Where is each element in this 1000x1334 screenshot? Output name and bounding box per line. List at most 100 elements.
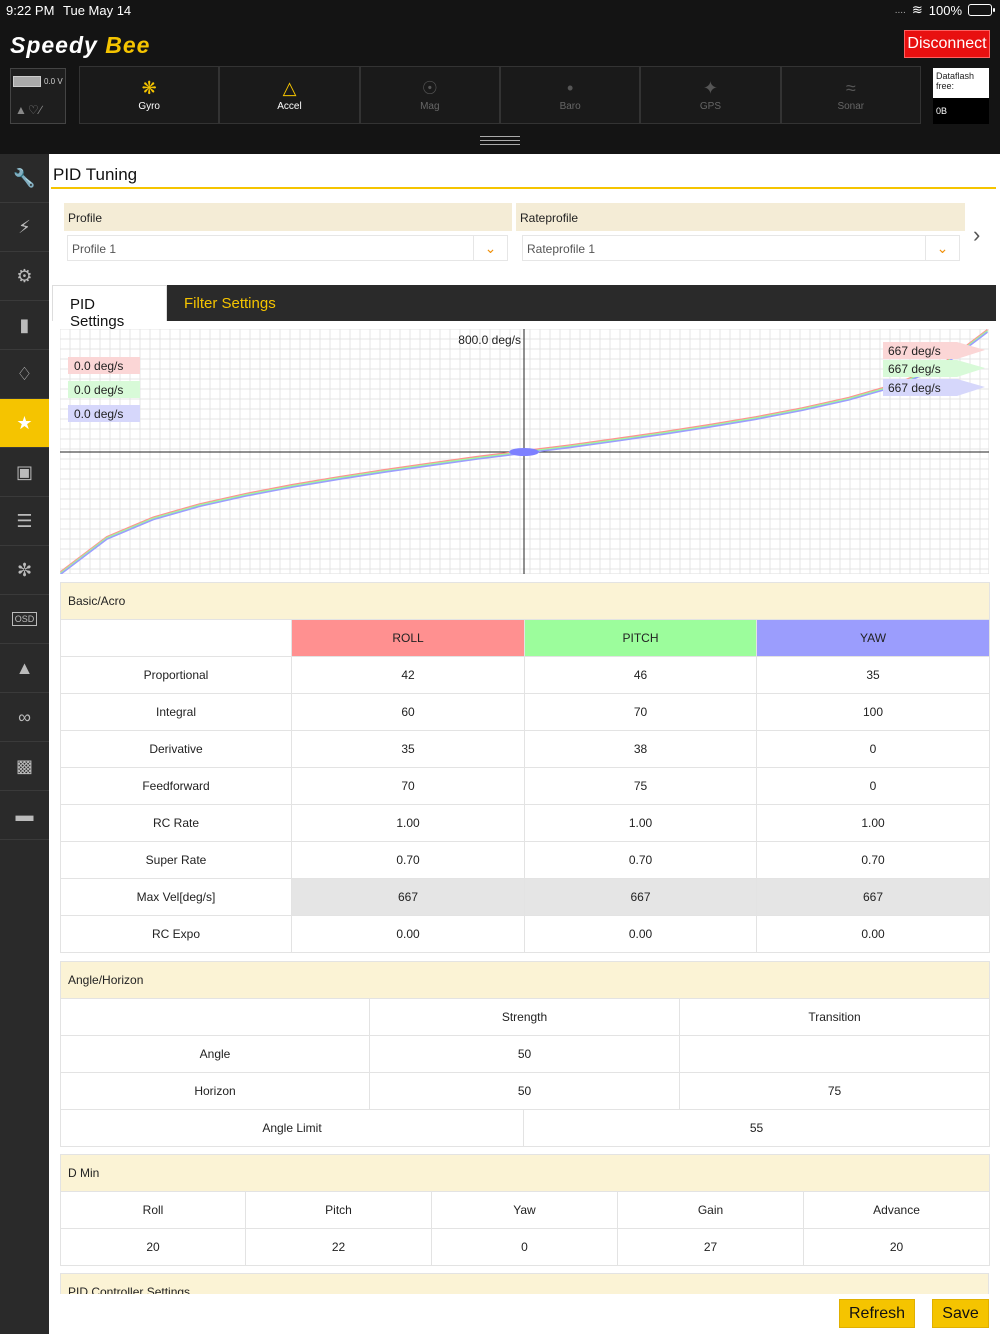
basic-acro-table: Basic/Acro ROLL PITCH YAW Proportional 4… bbox=[59, 582, 991, 953]
sidebar-item-window[interactable]: ▬ bbox=[0, 791, 49, 840]
sidebar-item-receiver[interactable]: ▣ bbox=[0, 448, 49, 497]
sidebar-item-osd[interactable]: OSD bbox=[0, 595, 49, 644]
row-label: Angle bbox=[60, 1035, 370, 1073]
action-bar: Refresh Save bbox=[49, 1294, 1000, 1334]
yaw-max-vel-value: 667 bbox=[755, 878, 991, 916]
sidebar-item-modes[interactable]: ☰ bbox=[0, 497, 49, 546]
pitch-d-input[interactable]: 38 bbox=[524, 730, 757, 768]
led-icon: ▲ bbox=[15, 657, 34, 678]
angle-limit-input[interactable]: 55 bbox=[523, 1109, 990, 1147]
d-min-pitch-input[interactable]: 22 bbox=[245, 1228, 432, 1266]
yaw-super-rate-input[interactable]: 0.70 bbox=[755, 841, 991, 879]
basic-acro-header: Basic/Acro bbox=[59, 582, 991, 620]
yaw-d-input[interactable]: 0 bbox=[755, 730, 991, 768]
roll-d-input[interactable]: 35 bbox=[291, 730, 525, 768]
rateprofile-select[interactable]: Rateprofile 1 ⌄ bbox=[522, 235, 960, 261]
mag-icon: ☉ bbox=[421, 77, 438, 98]
profile-select[interactable]: Profile 1 ⌄ bbox=[67, 235, 508, 261]
yaw-rc-expo-input[interactable]: 0.00 bbox=[755, 915, 991, 953]
battery-percent: 100% bbox=[928, 2, 962, 18]
roll-rc-expo-input[interactable]: 0.00 bbox=[291, 915, 525, 953]
voltage-value: 0.0 V bbox=[44, 77, 63, 86]
angle-horizon-header: Angle/Horizon bbox=[60, 961, 990, 999]
table-row: Horizon 50 75 bbox=[60, 1072, 990, 1110]
tab-filter-settings[interactable]: Filter Settings bbox=[184, 295, 276, 312]
table-row: RC Rate 1.00 1.00 1.00 bbox=[60, 804, 991, 842]
yaw-p-input[interactable]: 35 bbox=[755, 656, 991, 694]
page-title: PID Tuning bbox=[53, 165, 138, 184]
angle-strength-input[interactable]: 50 bbox=[369, 1035, 680, 1073]
roll-i-input[interactable]: 60 bbox=[291, 693, 525, 731]
dataflash-label: Dataflash free: bbox=[936, 71, 975, 91]
table-row: Angle Limit 55 bbox=[60, 1109, 990, 1147]
chart-top-label: 800.0 deg/s bbox=[458, 333, 521, 347]
pitch-i-input[interactable]: 70 bbox=[524, 693, 757, 731]
baro-icon: • bbox=[566, 77, 574, 98]
chevron-down-icon: ⌄ bbox=[473, 236, 507, 260]
roll-rc-rate-input[interactable]: 1.00 bbox=[291, 804, 525, 842]
yaw-i-input[interactable]: 100 bbox=[755, 693, 991, 731]
sidebar-item-blackbox[interactable]: ∞ bbox=[0, 693, 49, 742]
pitch-column-header: PITCH bbox=[524, 619, 757, 657]
save-button[interactable]: Save bbox=[932, 1299, 989, 1328]
disconnect-button[interactable]: Disconnect bbox=[904, 30, 990, 58]
roll-p-input[interactable]: 42 bbox=[291, 656, 525, 694]
yaw-rc-rate-input[interactable]: 1.00 bbox=[755, 804, 991, 842]
corner-cell bbox=[60, 998, 370, 1036]
d-min-roll-input[interactable]: 20 bbox=[60, 1228, 246, 1266]
gear-icon: ⚙ bbox=[16, 265, 33, 286]
osd-icon: OSD bbox=[11, 612, 38, 626]
pitch-rc-expo-input[interactable]: 0.00 bbox=[524, 915, 757, 953]
sidebar-item-failsafe[interactable]: ♢ bbox=[0, 350, 49, 399]
chevron-right-icon[interactable]: › bbox=[973, 222, 981, 247]
left-rate-label: 0.0 deg/s bbox=[74, 383, 123, 397]
sensor-gyro: ❋ Gyro bbox=[79, 66, 220, 124]
roll-max-vel-value: 667 bbox=[291, 878, 525, 916]
sensor-label: Sonar bbox=[837, 100, 865, 112]
row-label: RC Rate bbox=[60, 804, 292, 842]
sidebar-item-power[interactable]: ▮ bbox=[0, 301, 49, 350]
tab-pid-settings[interactable]: PID Settings bbox=[52, 285, 167, 330]
drag-handle[interactable] bbox=[480, 136, 520, 148]
roll-ff-input[interactable]: 70 bbox=[291, 767, 525, 805]
sidebar-item-motors[interactable]: ✼ bbox=[0, 546, 49, 595]
right-rate-label: 667 deg/s bbox=[888, 362, 941, 376]
table-row: Super Rate 0.70 0.70 0.70 bbox=[60, 841, 991, 879]
yaw-ff-input[interactable]: 0 bbox=[755, 767, 991, 805]
sensor-label: GPS bbox=[699, 100, 722, 112]
row-label: Proportional bbox=[60, 656, 292, 694]
profile-select-value: Profile 1 bbox=[72, 242, 117, 256]
roll-super-rate-input[interactable]: 0.70 bbox=[291, 841, 525, 879]
sidebar-item-configuration[interactable]: ⚙ bbox=[0, 252, 49, 301]
angle-transition-cell bbox=[679, 1035, 990, 1073]
sensor-label: Mag bbox=[420, 100, 440, 112]
d-min-yaw-input[interactable]: 0 bbox=[431, 1228, 618, 1266]
sensor-sonar: ≈ Sonar bbox=[780, 66, 921, 124]
table-row: 20 22 0 27 20 bbox=[60, 1228, 991, 1266]
horizon-transition-input[interactable]: 75 bbox=[679, 1072, 990, 1110]
right-rate-label-pointer bbox=[957, 342, 985, 359]
left-rate-label: 0.0 deg/s bbox=[74, 407, 123, 421]
refresh-button[interactable]: Refresh bbox=[839, 1299, 915, 1328]
right-rate-label: 667 deg/s bbox=[888, 381, 941, 395]
d-min-advance-input[interactable]: 20 bbox=[802, 1228, 991, 1266]
pitch-super-rate-input[interactable]: 0.70 bbox=[524, 841, 757, 879]
pitch-rc-rate-input[interactable]: 1.00 bbox=[524, 804, 757, 842]
sidebar-item-setup[interactable]: 🔧 bbox=[0, 154, 49, 203]
sidebar-item-ports[interactable]: ⚡ bbox=[0, 203, 49, 252]
sidebar-item-led-strip[interactable]: ▲ bbox=[0, 644, 49, 693]
row-label: Derivative bbox=[60, 730, 292, 768]
status-date: Tue May 14 bbox=[63, 3, 132, 18]
sidebar-item-pid-tuning[interactable]: ★ bbox=[0, 399, 49, 448]
d-min-gain-input[interactable]: 27 bbox=[617, 1228, 804, 1266]
logo-bee: Bee bbox=[105, 32, 151, 58]
voltage-indicator: 0.0 V ▲♡∕ bbox=[10, 68, 66, 124]
pitch-p-input[interactable]: 46 bbox=[524, 656, 757, 694]
pitch-ff-input[interactable]: 75 bbox=[524, 767, 757, 805]
status-time: 9:22 PM bbox=[6, 3, 55, 18]
horizon-strength-input[interactable]: 50 bbox=[369, 1072, 680, 1110]
table-row: Angle 50 bbox=[60, 1035, 990, 1073]
title-underline bbox=[51, 187, 996, 189]
sensor-accel: △ Accel bbox=[219, 66, 360, 124]
sidebar-item-cli[interactable]: ▩ bbox=[0, 742, 49, 791]
